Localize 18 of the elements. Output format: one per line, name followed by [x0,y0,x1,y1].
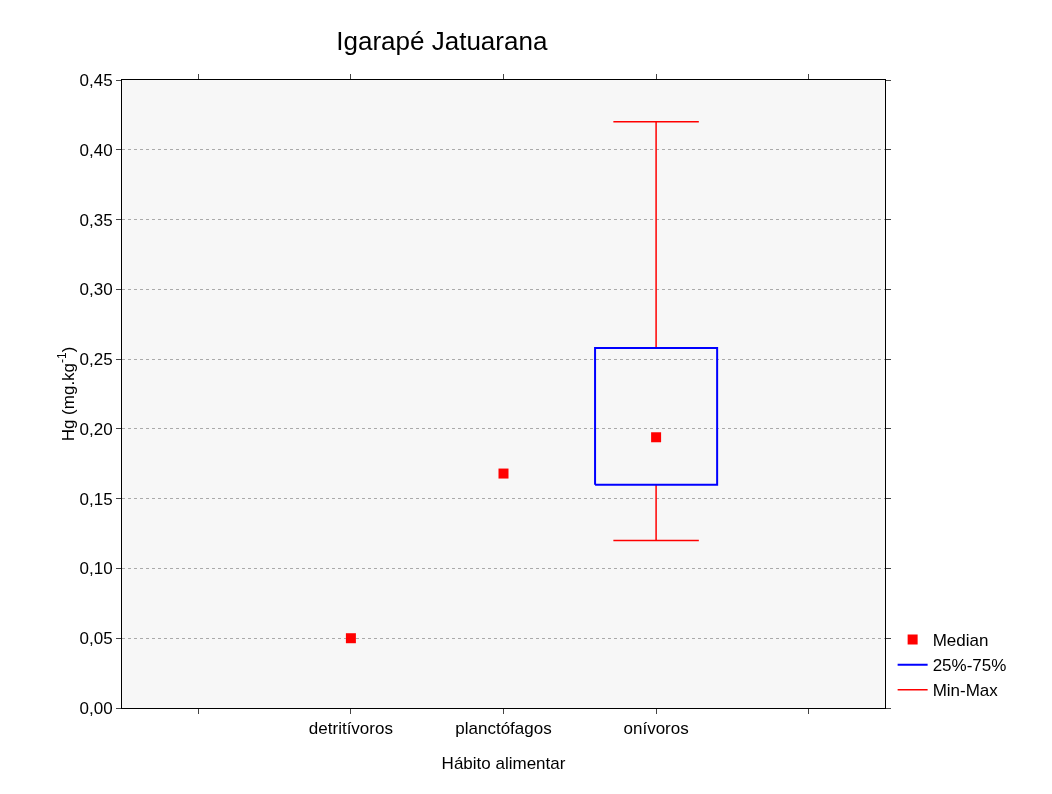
x-axis-title: Hábito alimentar [441,754,566,773]
y-tick-label: 0,35 [79,210,113,230]
y-tick-label: 0,15 [79,489,113,509]
y-tick-label: 0,40 [79,140,113,160]
y-tick-label: 0,10 [79,559,113,579]
y-tick-label: 0,45 [79,70,113,90]
y-tick-label: 0,05 [79,629,113,649]
y-tick-label: 0,20 [79,419,113,439]
y-tick-label: 0,00 [79,698,113,718]
chart-title: Igarapé Jatuarana [336,25,548,56]
legend-label: Median [932,631,989,651]
y-tick-label: 0,25 [79,350,113,370]
x-tick-label: planctófagos [455,719,552,739]
x-tick-label: onívoros [623,719,689,739]
legend-label: 25%-75% [932,656,1007,676]
x-tick-label: detritívoros [308,719,393,739]
legend-label: Min-Max [932,681,999,701]
y-tick-label: 0,30 [79,280,113,300]
